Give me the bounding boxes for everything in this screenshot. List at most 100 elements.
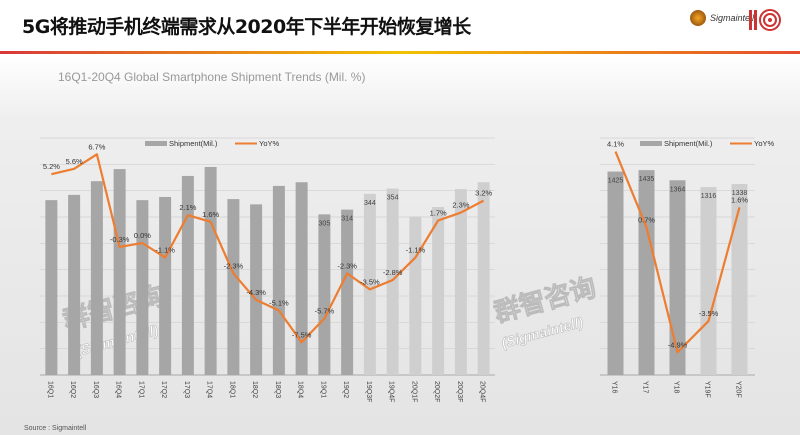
yoy-label: 1.6% [202, 210, 219, 219]
shipment-bar [227, 199, 240, 375]
x-tick-label: 16Q3 [92, 381, 99, 398]
shipment-bar [113, 169, 126, 375]
yoy-label: -7.5% [292, 330, 312, 339]
x-tick-label: 16Q2 [69, 381, 76, 398]
shipment-label: 314 [341, 216, 353, 223]
x-tick-label: Y20F [735, 381, 742, 398]
yoy-label: 2.3% [452, 201, 469, 210]
yoy-label: -5.7% [315, 306, 335, 315]
yoy-line [614, 151, 741, 354]
legend-swatch-shipment [145, 141, 167, 146]
shipment-bar [90, 181, 103, 375]
shipment-bar [136, 200, 149, 375]
shipment-bar [318, 214, 331, 375]
partner-logo-icon [749, 9, 781, 31]
shipment-bar [363, 193, 376, 375]
yoy-label: 4.1% [607, 140, 624, 149]
yoy-label: -1.1% [155, 246, 175, 255]
shipment-bar [250, 204, 263, 375]
shipment-bar [386, 188, 399, 375]
shipment-bar [409, 216, 422, 375]
x-tick-label: Y17 [642, 381, 649, 394]
shipment-bar [295, 182, 308, 375]
yoy-label: 1.6% [731, 195, 748, 204]
shipment-label: 1364 [670, 186, 686, 193]
x-tick-label: 16Q4 [115, 381, 122, 398]
shipment-bar [454, 189, 467, 375]
watermark-cn: 群智咨询 [490, 272, 599, 328]
shipment-bar [477, 182, 490, 375]
shipment-bar [638, 170, 655, 375]
shipment-label: 1338 [732, 190, 748, 197]
yoy-label: -2.3% [224, 261, 244, 270]
yoy-label: 5.2% [43, 162, 60, 171]
yoy-label: 0.7% [638, 215, 655, 224]
x-tick-label: 17Q4 [206, 381, 213, 398]
yoy-label: -4.9% [668, 340, 688, 349]
shipment-bar [45, 200, 58, 375]
yoy-label: -3.5% [360, 277, 380, 286]
shipment-bar [272, 185, 285, 375]
x-tick-label: 18Q4 [297, 381, 304, 398]
shipment-label: 1316 [701, 193, 717, 200]
x-tick-label: Y18 [673, 381, 680, 394]
shipment-label: 1425 [608, 178, 624, 185]
legend-label-yoy: YoY% [259, 139, 279, 148]
yoy-label: -2.3% [337, 261, 357, 270]
yoy-label: -2.8% [383, 268, 403, 277]
shipment-bar [731, 183, 748, 375]
yoy-label: -5.1% [269, 299, 289, 308]
legend-swatch-shipment [640, 141, 662, 146]
x-tick-label: Y19F [704, 381, 711, 398]
yoy-label: 0.0% [134, 231, 151, 240]
yoy-line [51, 153, 485, 344]
x-tick-label: 20Q1F [410, 381, 417, 402]
chart-title: 16Q1-20Q4 Global Smartphone Shipment Tre… [58, 70, 366, 84]
x-tick-label: 19Q1 [319, 381, 326, 398]
shipment-label: 1435 [639, 176, 655, 183]
x-tick-label: 18Q3 [274, 381, 281, 398]
shipment-label: 305 [319, 220, 331, 227]
yoy-label: 6.7% [88, 142, 105, 151]
shipment-bar [700, 187, 717, 375]
shipment-label: 354 [387, 195, 399, 202]
x-tick-label: 16Q1 [46, 381, 53, 398]
shipment-label: 344 [364, 200, 376, 207]
shipment-bar [68, 194, 81, 375]
legend-label-yoy: YoY% [754, 139, 774, 148]
shipment-bar [669, 180, 686, 375]
shipment-bar [181, 175, 194, 375]
x-tick-label: 20Q2F [433, 381, 440, 402]
legend-label-shipment: Shipment(Mil.) [169, 139, 218, 148]
x-tick-label: 19Q3F [365, 381, 372, 402]
yoy-label: -3.5% [699, 309, 719, 318]
yoy-label: -1.1% [406, 246, 426, 255]
page-title: 5G将推动手机终端需求从2020年下半年开始恢复增长 [22, 16, 471, 38]
logo-text: Sigmaintell [710, 13, 755, 23]
yoy-label: -0.3% [110, 235, 130, 244]
shipment-bar [341, 209, 354, 375]
logo-mark-icon [690, 10, 706, 26]
x-tick-label: Y16 [611, 381, 618, 394]
sigmaintell-logo: Sigmaintell [690, 10, 754, 26]
x-tick-label: 18Q1 [228, 381, 235, 398]
yoy-label: 5.6% [66, 157, 83, 166]
header-divider [0, 51, 800, 54]
x-tick-label: 17Q1 [137, 381, 144, 398]
shipment-bar [432, 206, 445, 375]
x-tick-label: 19Q4F [388, 381, 395, 402]
yoy-label: 3.2% [475, 189, 492, 198]
yoy-label: 1.7% [430, 208, 447, 217]
x-tick-label: 18Q2 [251, 381, 258, 398]
yoy-label: 2.1% [179, 203, 196, 212]
x-tick-label: 20Q4F [479, 381, 486, 402]
yoy-label: -4.3% [246, 288, 266, 297]
x-tick-label: 19Q2 [342, 381, 349, 398]
x-tick-label: 17Q3 [183, 381, 190, 398]
source-note: Source : Sigmaintell [24, 425, 87, 432]
shipment-bar [607, 171, 624, 375]
x-tick-label: 20Q3F [456, 381, 463, 402]
legend-label-shipment: Shipment(Mil.) [664, 139, 713, 148]
shipment-bar [204, 166, 217, 375]
x-tick-label: 17Q2 [160, 381, 167, 398]
